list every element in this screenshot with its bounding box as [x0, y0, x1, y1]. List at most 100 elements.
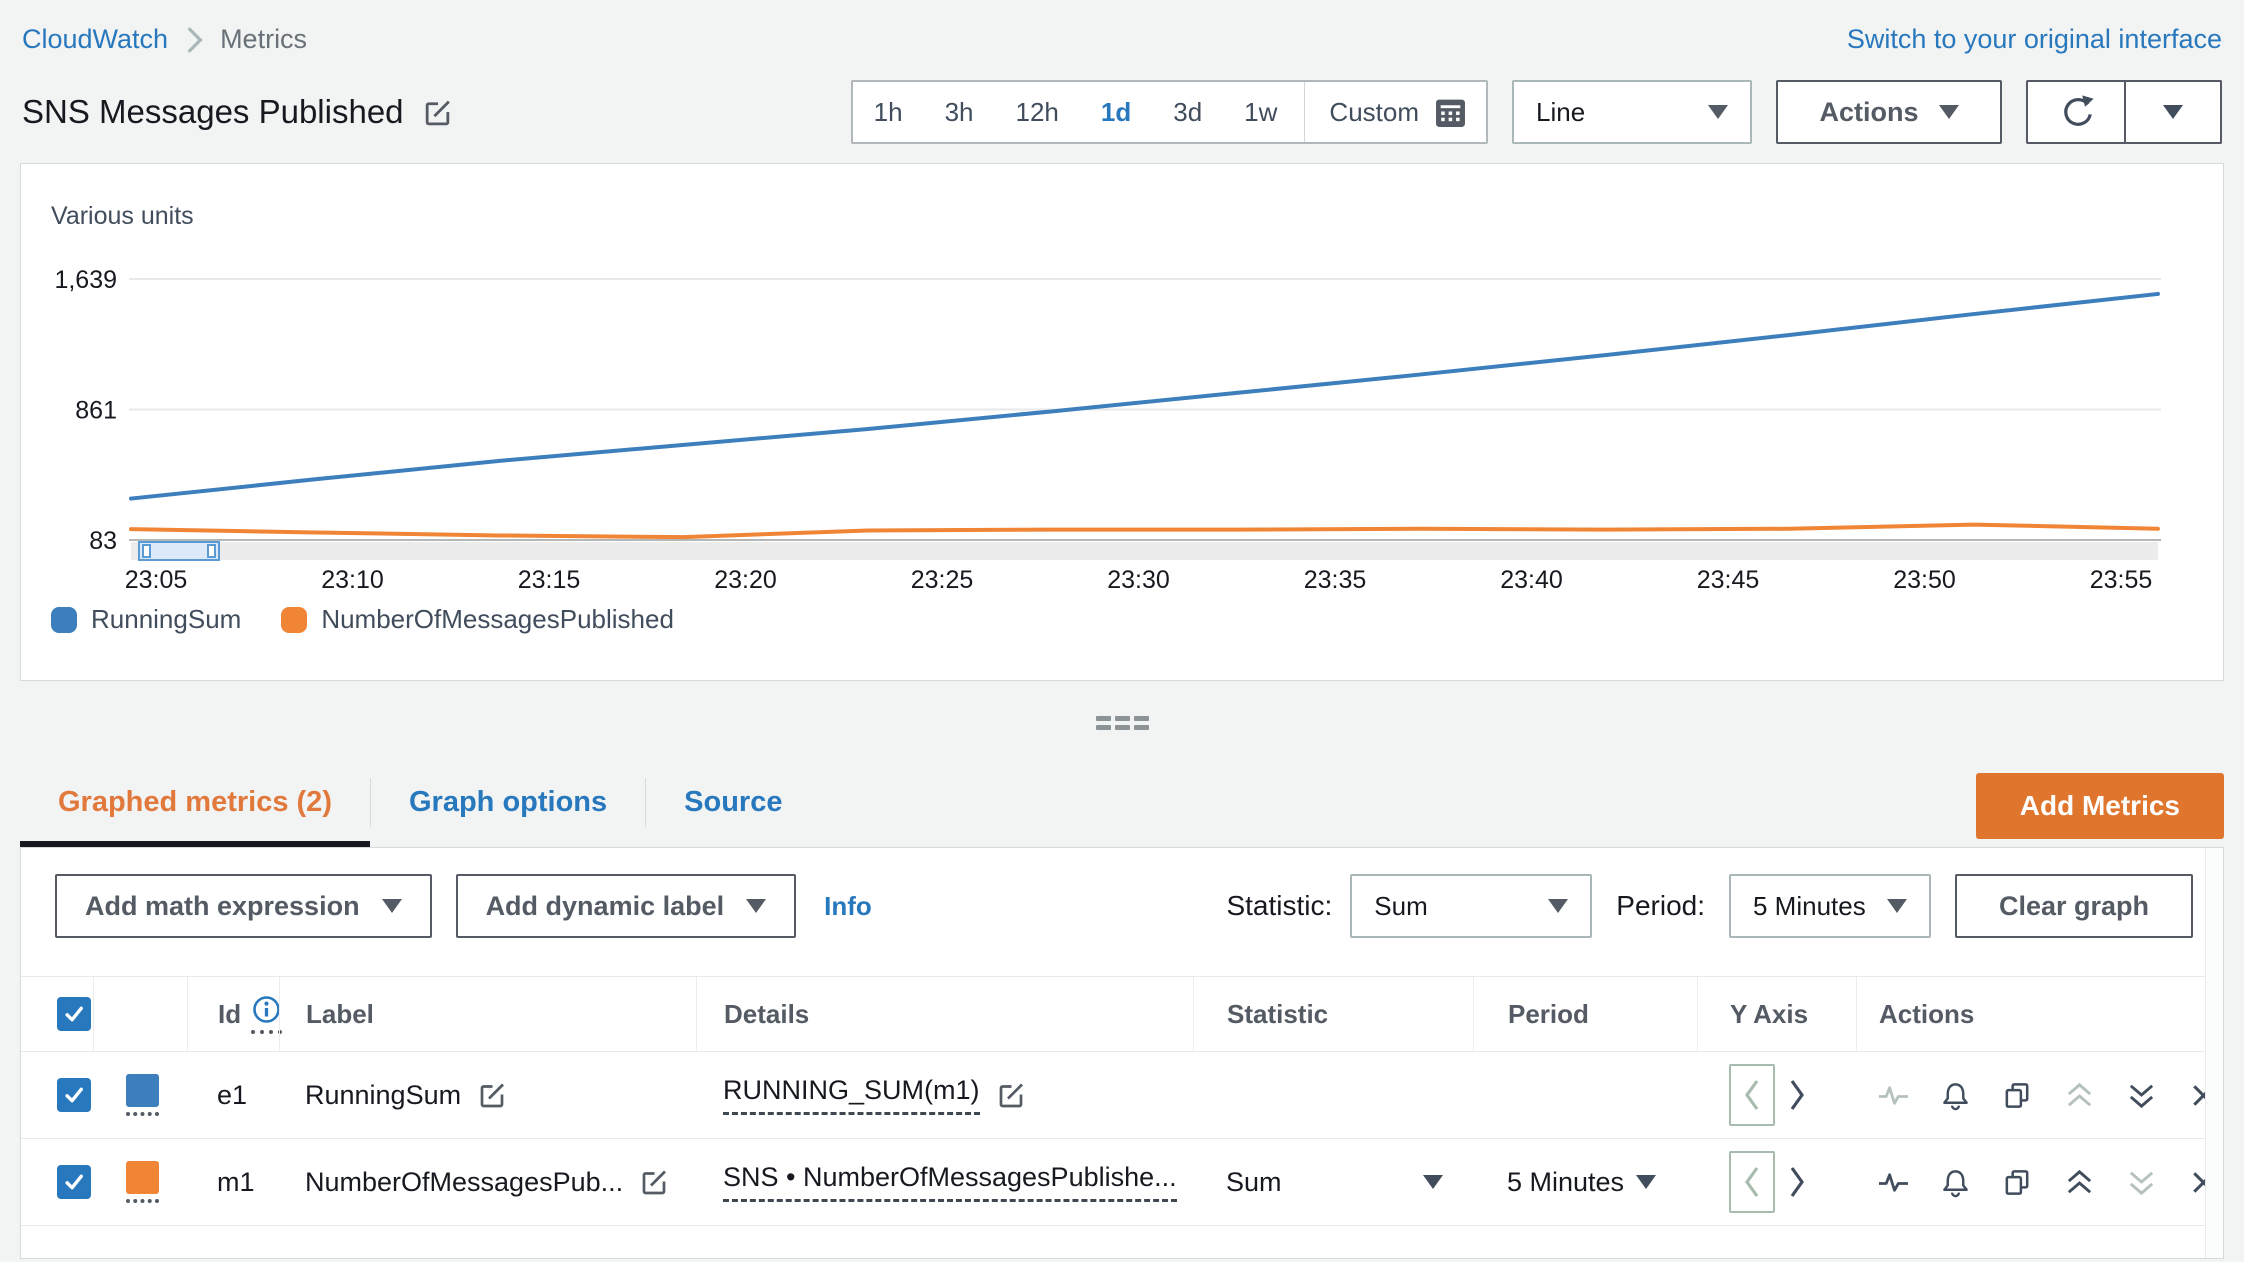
- time-range-3h[interactable]: 3h: [944, 96, 974, 127]
- row-statistic-select[interactable]: Sum: [1226, 1167, 1443, 1198]
- chart-unit-label: Various units: [51, 202, 194, 230]
- row-period-select[interactable]: 5 Minutes: [1507, 1167, 1657, 1198]
- time-range-control: 1h 3h 12h 1d 3d 1w Custom: [850, 80, 1488, 144]
- time-range-1d[interactable]: 1d: [1100, 96, 1132, 127]
- actions-label: Actions: [1819, 96, 1919, 127]
- chevron-down-icon: [1708, 105, 1728, 119]
- info-link[interactable]: Info: [824, 890, 872, 921]
- period-value: 5 Minutes: [1753, 890, 1866, 921]
- graphed-metrics-panel: Add math expression Add dynamic label In…: [20, 847, 2224, 1259]
- chevron-down-icon: [1423, 1175, 1443, 1189]
- period-label: Period:: [1616, 890, 1705, 921]
- pulse-icon[interactable]: [1878, 1167, 1909, 1198]
- statistic-value: Sum: [1374, 890, 1428, 921]
- chart-type-select[interactable]: Line: [1512, 80, 1752, 144]
- statistic-select[interactable]: Sum: [1350, 874, 1593, 938]
- legend-item-numberofmessagespublished[interactable]: NumberOfMessagesPublished: [281, 604, 674, 635]
- refresh-group: [2026, 80, 2222, 144]
- id-info-icon[interactable]: [251, 994, 282, 1025]
- header-actions: Actions: [1856, 977, 2223, 1051]
- remove-icon[interactable]: [2188, 1080, 2219, 1111]
- header-statistic: Statistic: [1193, 977, 1473, 1051]
- svg-text:23:40: 23:40: [1500, 566, 1563, 594]
- time-range-12h[interactable]: 12h: [1015, 96, 1059, 127]
- svg-text:23:15: 23:15: [518, 566, 581, 594]
- metric-label: RunningSum: [305, 1079, 462, 1110]
- metric-id: e1: [217, 1079, 248, 1110]
- clear-graph-button[interactable]: Clear graph: [1955, 874, 2193, 938]
- time-range-custom[interactable]: Custom: [1305, 97, 1486, 128]
- metric-color-swatch[interactable]: [126, 1161, 159, 1194]
- time-range-1h[interactable]: 1h: [873, 96, 903, 127]
- duplicate-icon[interactable]: [2002, 1080, 2033, 1111]
- time-range-3d[interactable]: 3d: [1173, 96, 1203, 127]
- svg-text:23:30: 23:30: [1107, 566, 1170, 594]
- metrics-toolbar: Add math expression Add dynamic label In…: [21, 848, 2223, 938]
- duplicate-icon[interactable]: [2002, 1167, 2033, 1198]
- table-row-e1: e1 RunningSum RUNNING_SUM(m1): [21, 1052, 2223, 1139]
- time-range-1w[interactable]: 1w: [1244, 96, 1278, 127]
- breadcrumb-chevron-icon: [184, 25, 204, 55]
- refresh-button[interactable]: [2026, 80, 2126, 144]
- legend-item-runningsum[interactable]: RunningSum: [51, 604, 241, 635]
- select-all-checkbox[interactable]: [57, 997, 91, 1031]
- tabs-row: Graphed metrics (2) Graph options Source…: [20, 764, 2224, 847]
- chevron-down-icon: [2163, 105, 2183, 119]
- period-select[interactable]: 5 Minutes: [1729, 874, 1931, 938]
- title-row: SNS Messages Published 1h 3h 12h 1d 3d 1…: [0, 79, 2244, 145]
- statistic-label: Statistic:: [1226, 890, 1333, 921]
- svg-text:23:45: 23:45: [1697, 566, 1760, 594]
- y-axis-right-button[interactable]: [1785, 1077, 1809, 1113]
- y-axis-left-button[interactable]: [1729, 1151, 1775, 1213]
- edit-label-icon[interactable]: [477, 1080, 508, 1111]
- row-checkbox[interactable]: [57, 1165, 91, 1199]
- chevron-down-icon: [1887, 899, 1907, 913]
- tab-source[interactable]: Source: [684, 786, 783, 818]
- svg-text:23:10: 23:10: [321, 566, 384, 594]
- y-axis-left-button[interactable]: [1729, 1064, 1775, 1126]
- edit-title-icon[interactable]: [422, 97, 453, 128]
- metrics-line-chart[interactable]: 1,639 861 83 23:05 23:10 23:15 23:20 23:25 23:30…: [21, 164, 2223, 624]
- tab-graphed-metrics[interactable]: Graphed metrics (2): [20, 764, 370, 847]
- header-id: Id: [218, 998, 242, 1029]
- svg-text:23:05: 23:05: [125, 566, 188, 594]
- alarm-bell-icon[interactable]: [1940, 1167, 1971, 1198]
- actions-button[interactable]: Actions: [1776, 80, 2002, 144]
- metric-label: NumberOfMessagesPub...: [305, 1166, 624, 1197]
- move-down-icon[interactable]: [2126, 1080, 2157, 1111]
- tab-divider: [645, 778, 647, 827]
- edit-label-icon[interactable]: [639, 1167, 670, 1198]
- alarm-bell-icon[interactable]: [1940, 1080, 1971, 1111]
- add-dynamic-label-button[interactable]: Add dynamic label: [455, 874, 797, 938]
- chart-legend: RunningSum NumberOfMessagesPublished: [51, 604, 674, 635]
- row-checkbox[interactable]: [57, 1078, 91, 1112]
- move-up-icon[interactable]: [2064, 1080, 2095, 1111]
- refresh-options-button[interactable]: [2126, 80, 2222, 144]
- legend-label: RunningSum: [91, 604, 242, 634]
- remove-icon[interactable]: [2188, 1167, 2219, 1198]
- add-metrics-button[interactable]: Add Metrics: [1975, 772, 2224, 839]
- top-bar: CloudWatch Metrics Switch to your origin…: [0, 0, 2244, 55]
- pulse-icon[interactable]: [1878, 1080, 1909, 1111]
- header-y-axis: Y Axis: [1697, 977, 1856, 1051]
- time-range-divider: [1304, 82, 1306, 142]
- tab-graph-options[interactable]: Graph options: [408, 786, 608, 818]
- add-math-expression-button[interactable]: Add math expression: [55, 874, 432, 938]
- metric-details[interactable]: RUNNING_SUM(m1): [723, 1075, 980, 1115]
- move-down-icon[interactable]: [2126, 1167, 2157, 1198]
- move-up-icon[interactable]: [2064, 1167, 2095, 1198]
- chevron-down-icon: [1636, 1175, 1657, 1189]
- y-axis-right-button[interactable]: [1785, 1164, 1809, 1200]
- panel-resize-handle[interactable]: [1095, 715, 1149, 730]
- svg-text:1,639: 1,639: [54, 266, 117, 294]
- metric-details[interactable]: SNS • NumberOfMessagesPublishe...: [723, 1162, 1177, 1202]
- breadcrumb-cloudwatch-link[interactable]: CloudWatch: [22, 24, 169, 54]
- custom-label: Custom: [1329, 96, 1419, 127]
- chart-panel: Various units 1,639 861 83 23:05 23:10 23:15 2…: [20, 163, 2224, 681]
- switch-interface-link[interactable]: Switch to your original interface: [1846, 24, 2222, 54]
- svg-text:23:25: 23:25: [911, 566, 974, 594]
- chart-type-value: Line: [1536, 96, 1586, 127]
- edit-details-icon[interactable]: [996, 1080, 1027, 1111]
- metric-color-swatch[interactable]: [126, 1074, 159, 1107]
